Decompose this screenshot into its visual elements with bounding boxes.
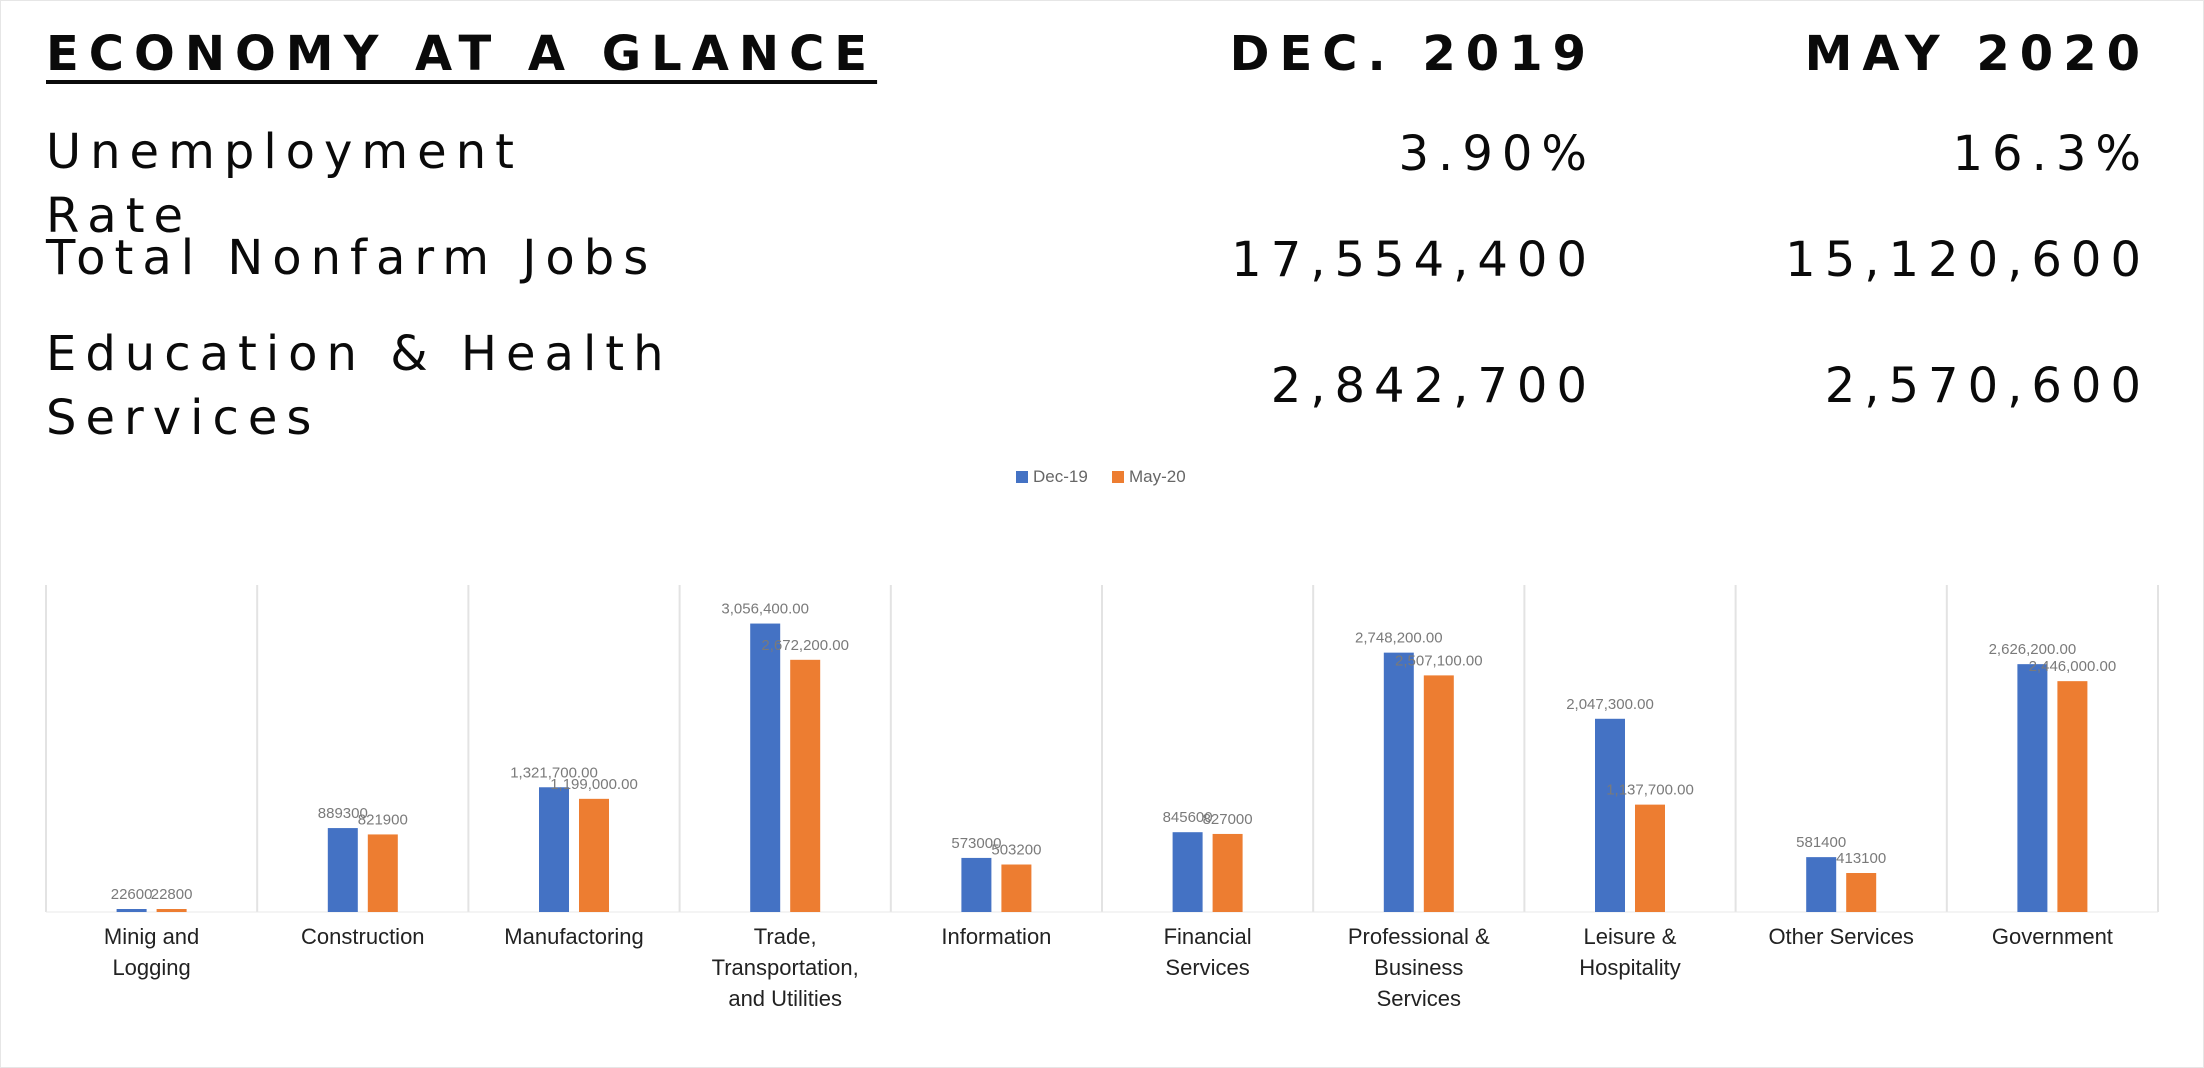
category-label: Financial Services: [1164, 924, 1252, 980]
bar-may-20: [1212, 833, 1243, 912]
bar-may-20: [790, 659, 821, 912]
category-label: Minig and Logging: [104, 924, 199, 980]
bar-may-20: [2057, 681, 2088, 912]
legend-swatch-1: [1112, 471, 1124, 483]
bar-may-20: [1001, 864, 1032, 912]
data-label: 503200: [991, 842, 1041, 859]
column-header-dec-2019: DEC. 2019: [1229, 26, 1596, 82]
category-label: Professional & Business Services: [1348, 924, 1490, 1011]
bar-may-20: [367, 834, 398, 912]
bar-dec-19: [116, 909, 147, 912]
bar-may-20: [579, 798, 609, 912]
bar-dec-19: [1595, 718, 1625, 912]
bar-dec-19: [1806, 857, 1837, 912]
legend-label-1: May-20: [1129, 467, 1186, 486]
data-label: 413100: [1836, 850, 1886, 867]
data-label: 889300: [318, 805, 368, 822]
row-label-total-nonfarm-jobs: Total Nonfarm Jobs: [46, 230, 658, 286]
data-label: 573000: [951, 835, 1001, 852]
category-label: Leisure & Hospitality: [1579, 924, 1680, 980]
legend-label-0: Dec-19: [1033, 467, 1088, 486]
bar-dec-19: [750, 623, 781, 912]
data-label: 3,056,400.00: [721, 601, 809, 618]
data-label: 2,507,100.00: [1395, 652, 1483, 669]
data-label: 2,748,200.00: [1355, 630, 1443, 647]
bar-may-20: [1846, 873, 1877, 912]
category-label: Government: [1992, 924, 2113, 949]
data-label: 1,199,000.00: [550, 776, 638, 793]
data-label: 2,446,000.00: [2029, 658, 2117, 675]
bar-dec-19: [539, 787, 569, 912]
data-label: 581400: [1796, 834, 1846, 851]
row-label-unemployment-rate: Unemployment Rate: [46, 124, 523, 244]
data-label: 1,137,700.00: [1606, 782, 1694, 799]
data-label: 845600: [1163, 809, 1213, 826]
category-label: Information: [941, 924, 1051, 949]
data-label: 827000: [1203, 811, 1253, 828]
category-label: Manufactoring: [504, 924, 643, 949]
category-label: Construction: [301, 924, 425, 949]
nonfarm-may-2020-value: 15,120,600: [1785, 232, 2150, 288]
education-may-2020-value: 2,570,600: [1824, 358, 2150, 414]
education-dec-2019-value: 2,842,700: [1270, 358, 1596, 414]
data-label: 1,321,700.00: [510, 764, 598, 781]
bar-dec-19: [1383, 652, 1414, 912]
page-title: ECONOMY AT A GLANCE: [46, 26, 878, 82]
bar-may-20: [156, 909, 187, 912]
bar-may-20: [1635, 804, 1665, 912]
category-label: Other Services: [1768, 924, 1914, 949]
unemployment-dec-2019-value: 3.90%: [1398, 126, 1596, 182]
bar-dec-19: [2017, 664, 2048, 912]
unemployment-may-2020-value: 16.3%: [1952, 126, 2150, 182]
data-label: 2,626,200.00: [1989, 641, 2077, 658]
data-label: 22800: [151, 886, 193, 903]
data-label: 821900: [358, 811, 408, 828]
bar-dec-19: [1172, 832, 1203, 912]
column-header-may-2020: MAY 2020: [1804, 26, 2150, 82]
data-label: 2,672,200.00: [761, 637, 849, 654]
nonfarm-dec-2019-value: 17,554,400: [1231, 232, 1596, 288]
data-label: 2,047,300.00: [1566, 696, 1654, 713]
category-label: Trade, Transportation, and Utilities: [712, 924, 859, 1011]
bar-may-20: [1423, 675, 1454, 912]
legend-swatch-0: [1016, 471, 1028, 483]
bar-dec-19: [961, 857, 992, 912]
bar-dec-19: [327, 828, 358, 912]
data-label: 22600: [111, 886, 153, 903]
row-label-education-health: Education & Health Services: [46, 326, 673, 446]
